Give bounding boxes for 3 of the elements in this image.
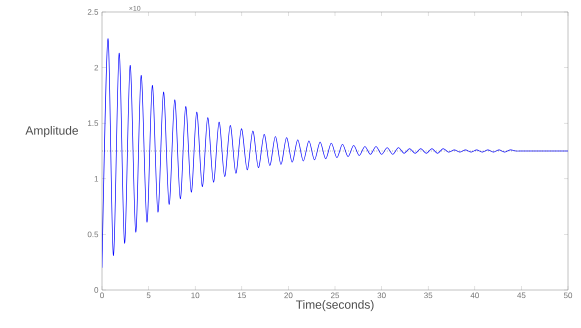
y-axis-title: Amplitude	[25, 126, 78, 138]
x-axis-title: Time(seconds)	[296, 300, 374, 312]
line-series	[102, 38, 568, 268]
